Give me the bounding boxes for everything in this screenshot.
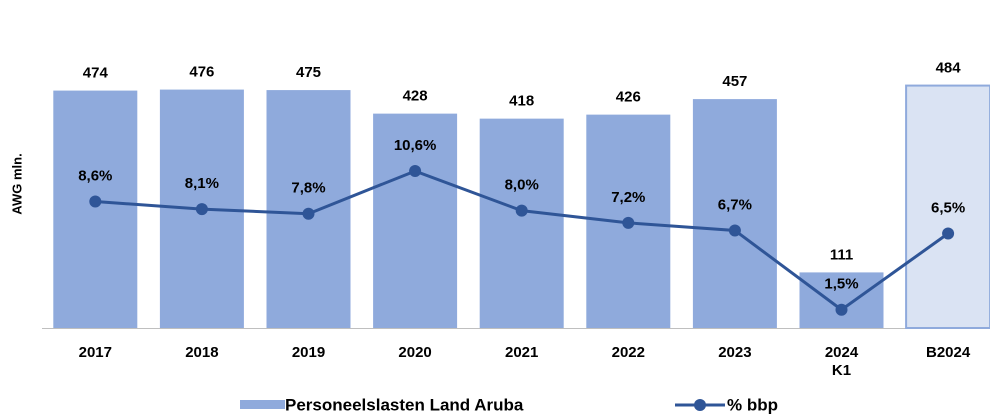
bar [53,90,138,328]
line-point [302,207,315,220]
bar-value-label: 475 [296,64,321,81]
legend-label: Personeelslasten Land Aruba [285,395,524,414]
bar [905,84,990,329]
line-value-label: 8,1% [185,175,219,192]
x-tick-label: 2024 K1 [825,344,859,379]
line-value-label: 8,0% [505,177,539,194]
line-value-label: 10,6% [394,137,437,154]
bar [799,272,884,328]
line-value-label: 8,6% [78,167,112,184]
line-value-label: 7,2% [611,189,645,206]
legend-label: % bbp [727,395,778,414]
x-tick-label: 2019 [292,344,325,361]
bar-value-label: 426 [616,89,641,106]
line-value-label: 6,7% [718,196,752,213]
line-point [942,227,955,240]
bar-value-label: 457 [722,73,747,90]
bar [479,118,564,328]
x-tick-label: 2018 [185,344,218,361]
line-point [409,165,422,178]
x-tick-label: 2021 [505,344,538,361]
bar [692,99,777,329]
legend-swatch-point [694,399,706,411]
x-tick-label: B2024 [926,344,971,361]
bar-value-label: 484 [936,60,962,77]
line-point [622,216,635,229]
line-point [728,224,741,237]
bar [373,113,458,328]
bar-value-label: 476 [189,64,214,81]
x-tick-label: 2022 [612,344,645,361]
x-tick-label: 2017 [79,344,112,361]
bar-value-label: 111 [830,246,853,263]
x-tick-label: 2023 [718,344,751,361]
line-value-label: 6,5% [931,199,965,216]
line-point [195,203,208,216]
line-point [835,303,848,316]
y-axis-label: AWG mln. [9,153,24,214]
line-point [515,204,528,217]
x-tick-label: 2020 [398,344,431,361]
bar-value-label: 418 [509,93,534,110]
bar-value-label: 474 [83,65,109,82]
line-point [89,195,102,208]
line-value-label: 1,5% [824,276,858,293]
bar-value-label: 428 [403,88,428,105]
legend-swatch [240,400,285,409]
line-value-label: 7,8% [291,180,325,197]
